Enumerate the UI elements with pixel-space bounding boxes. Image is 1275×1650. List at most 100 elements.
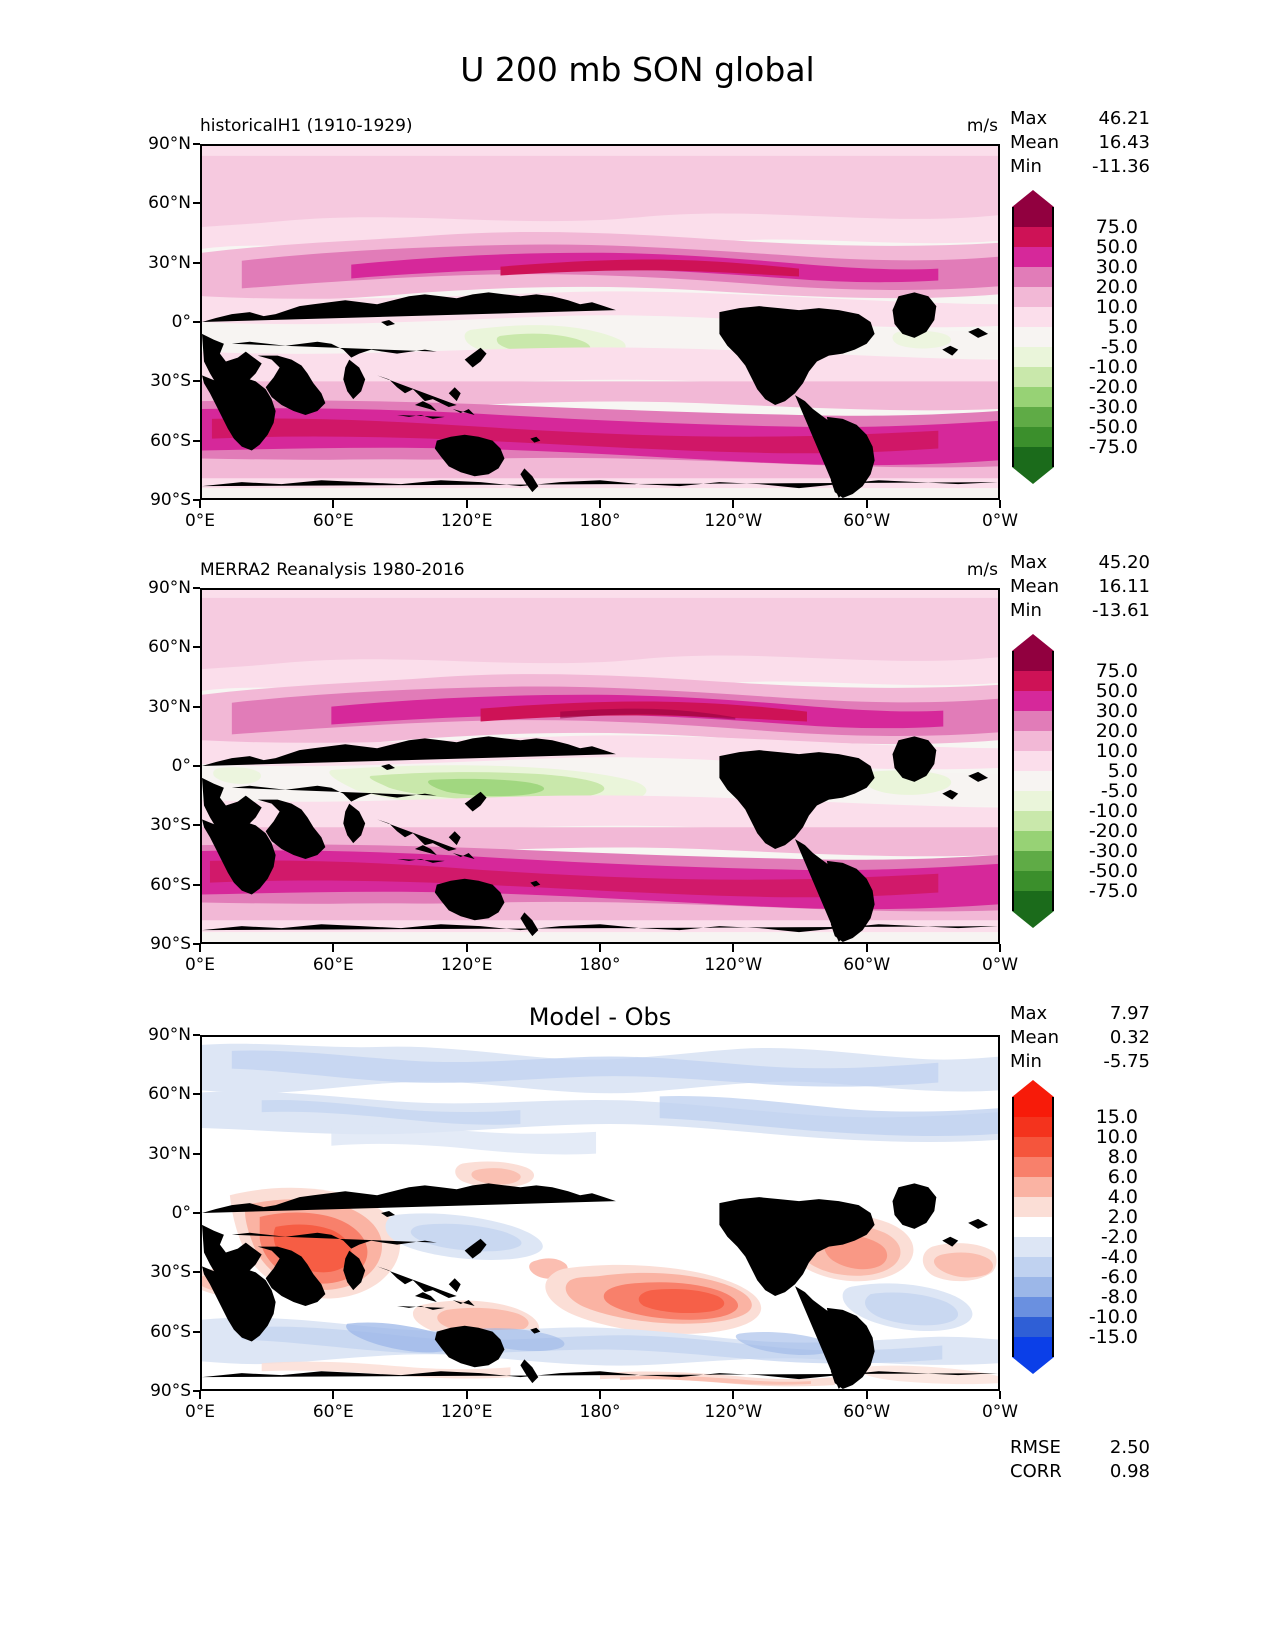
ytick-label-60s: 60°S: [150, 430, 191, 451]
coastlines-obs: [202, 736, 998, 942]
colorbar-label: 10.0: [1095, 296, 1138, 318]
xtick-label-180: 180°: [579, 1402, 621, 1422]
colorbar-label: -75.0: [1088, 436, 1138, 458]
ytick-mark-90n: [193, 587, 200, 589]
xtick-mark-60e: [332, 1391, 335, 1399]
xtick-mark-180: [599, 1391, 601, 1399]
stat-key: Min: [1010, 156, 1042, 177]
panel-model-header: historicalH1 (1910-1929): [200, 116, 413, 136]
ytick-label-90n: 90°N: [148, 578, 191, 598]
panel-diff-map[interactable]: [200, 1035, 1000, 1391]
stat-key: Max: [1010, 108, 1048, 129]
coastlines-model: [202, 292, 998, 498]
xtick-mark-0e: [199, 1391, 201, 1399]
colorbar-label: -75.0: [1088, 880, 1138, 902]
stat-key: Mean: [1010, 576, 1060, 597]
ytick-mark-90n: [193, 143, 200, 145]
ytick-label-60n: 60°N: [148, 1084, 191, 1105]
stat-value: -5.75: [1103, 1051, 1150, 1072]
colorbar-band: [1012, 751, 1054, 771]
stat-row: Max 46.21: [1010, 108, 1150, 132]
xtick-label-60w: 60°W: [843, 1402, 891, 1422]
panel-model-map[interactable]: [200, 144, 1000, 500]
xtick-mark-60e: [332, 944, 335, 952]
colorbar-band: [1012, 1297, 1054, 1317]
colorbar-label: 6.0: [1107, 1166, 1138, 1188]
ytick-mark-0: [193, 321, 200, 323]
colorbar-extend-bottom-obs: [1012, 911, 1054, 928]
colorbar-band: [1012, 651, 1054, 671]
xtick-label-180: 180°: [579, 511, 621, 531]
stat-key: Mean: [1010, 132, 1060, 153]
stat-value: -13.61: [1091, 600, 1150, 621]
ytick-label-0: 0°: [171, 756, 191, 776]
xtick-mark-120w: [732, 500, 735, 508]
panel-diff: Model - Obs: [148, 1003, 1018, 1422]
ytick-label-30n: 30°N: [148, 252, 191, 273]
colorbar-label: 75.0: [1095, 216, 1138, 238]
colorbar-band: [1012, 791, 1054, 811]
colorbar-label: 50.0: [1095, 680, 1138, 702]
colorbar-label: -50.0: [1088, 416, 1138, 438]
ytick-label-0: 0°: [171, 312, 191, 332]
colorbar-label: 10.0: [1095, 740, 1138, 762]
colorbar-band: [1012, 831, 1054, 851]
colorbar-band: [1012, 771, 1054, 791]
colorbar-band: [1012, 871, 1054, 891]
stat-key: Max: [1010, 1003, 1048, 1024]
xtick-mark-120w: [732, 944, 735, 952]
xtick-mark-120e: [465, 500, 468, 508]
ytick-label-90s: 90°S: [150, 1381, 191, 1401]
panel-obs: MERRA2 Reanalysis 1980-2016 m/s: [148, 560, 1018, 975]
colorbar-band: [1012, 711, 1054, 731]
colorbar-label: 75.0: [1095, 660, 1138, 682]
ytick-label-30n: 30°N: [148, 1143, 191, 1164]
colorbar-label: 2.0: [1107, 1206, 1138, 1228]
xtick-label-60e: 60°E: [312, 511, 354, 531]
xtick-label-0w: 0°W: [981, 1402, 1019, 1422]
xtick-label-60e: 60°E: [312, 1402, 354, 1422]
colorbar-band: [1012, 1277, 1054, 1297]
ytick-mark-30s: [193, 380, 200, 383]
ytick-mark-60n: [193, 202, 200, 205]
colorbar-label: -10.0: [1088, 800, 1138, 822]
colorbar-band: [1012, 1217, 1054, 1237]
colorbar-label: 20.0: [1095, 720, 1138, 742]
stat-row: Mean 16.11: [1010, 576, 1150, 600]
xtick-label-60w: 60°W: [843, 511, 891, 531]
ytick-mark-30s: [193, 1271, 200, 1274]
ytick-mark-30n: [193, 261, 200, 264]
colorbar-label: -30.0: [1088, 396, 1138, 418]
colorbar-band: [1012, 427, 1054, 447]
xtick-mark-60w: [865, 944, 868, 952]
ytick-label-90n: 90°N: [148, 1025, 191, 1045]
stat-row: Max 45.20: [1010, 552, 1150, 576]
stat-key: Max: [1010, 552, 1048, 573]
ytick-mark-90s: [193, 943, 200, 945]
colorbar-extend-top-model: [1012, 190, 1054, 207]
colorbar-bands-diff: [1012, 1080, 1054, 1374]
colorbar-label: 30.0: [1095, 700, 1138, 722]
panel-model-units: m/s: [966, 116, 998, 136]
xtick-label-0e: 0°E: [184, 1402, 216, 1422]
stat-row: RMSE 2.50: [1010, 1437, 1150, 1461]
xtick-mark-0w: [999, 500, 1001, 508]
colorbar-label: 8.0: [1107, 1146, 1138, 1168]
stat-value: 16.11: [1098, 576, 1150, 597]
stat-row: Min -5.75: [1010, 1051, 1150, 1075]
panel-diff-stats: Max 7.97 Mean 0.32 Min -5.75: [1010, 1003, 1150, 1075]
ytick-mark-30n: [193, 1152, 200, 1155]
stat-row: Mean 16.43: [1010, 132, 1150, 156]
colorbar-band: [1012, 1237, 1054, 1257]
xtick-label-60e: 60°E: [312, 955, 354, 975]
panel-model: historicalH1 (1910-1929) m/s: [148, 116, 1018, 531]
stat-value: 7.97: [1109, 1003, 1150, 1024]
colorbar-band: [1012, 851, 1054, 871]
colorbar-label: -15.0: [1088, 1326, 1138, 1348]
xtick-label-120e: 120°E: [440, 511, 493, 531]
colorbar-extend-top-diff: [1012, 1080, 1054, 1097]
panel-model-stats: Max 46.21 Mean 16.43 Min -11.36: [1010, 108, 1150, 180]
panel-obs-map[interactable]: [200, 588, 1000, 944]
stat-value: 46.21: [1098, 108, 1150, 129]
ytick-label-30s: 30°S: [150, 815, 191, 836]
